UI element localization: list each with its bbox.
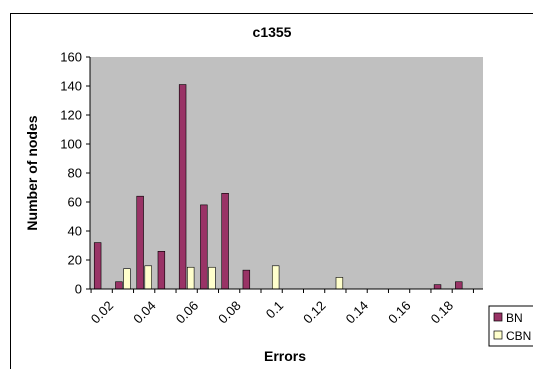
bar-bn-0.08 xyxy=(221,193,229,290)
y-tick-label: 120 xyxy=(60,108,82,123)
legend-label-bn: BN xyxy=(506,311,523,325)
bar-cbn-0.13 xyxy=(335,277,344,290)
x-tick-label: 0.16 xyxy=(385,298,414,327)
bar-cbn-0.07 xyxy=(208,266,216,290)
bar-bn-0.04 xyxy=(136,195,144,290)
y-tick-label: 100 xyxy=(60,137,82,152)
x-tick-label: 0.14 xyxy=(343,298,372,327)
bar-bn-0.06 xyxy=(178,84,187,290)
chart-frame xyxy=(10,13,533,369)
bar-bn-0.09 xyxy=(242,269,251,290)
y-axis-label: Number of nodes xyxy=(24,115,40,230)
y-tick-label: 0 xyxy=(75,282,82,297)
legend: BN CBN xyxy=(488,305,533,347)
x-tick-label: 0.12 xyxy=(300,298,329,327)
bar-bn-0.07 xyxy=(200,204,208,290)
y-tick-label: 60 xyxy=(68,195,82,210)
bar-cbn-0.06 xyxy=(186,266,195,290)
y-ticks: 0 20 40 60 80 100 120 140 160 xyxy=(60,50,90,297)
bars-group xyxy=(93,84,463,290)
y-tick-label: 80 xyxy=(68,166,82,181)
bar-bn-0.05 xyxy=(157,251,166,290)
legend-swatch-cbn xyxy=(493,330,503,340)
x-axis-label: Errors xyxy=(264,348,306,364)
bar-cbn-0.1 xyxy=(271,265,280,290)
x-tick-label: 0.06 xyxy=(173,298,202,327)
bar-cbn-0.04 xyxy=(144,265,152,290)
y-tick-label: 160 xyxy=(60,50,82,65)
plot-area xyxy=(90,57,483,289)
x-tick-label: 0.04 xyxy=(130,298,159,327)
x-tick-label: 0.18 xyxy=(428,298,457,327)
legend-label-cbn: CBN xyxy=(506,329,531,343)
bar-bn-0.02 xyxy=(93,242,102,290)
bar-bn-0.19 xyxy=(455,281,463,290)
x-tick-label: 0.08 xyxy=(215,298,244,327)
x-tick-label: 0.02 xyxy=(88,298,117,327)
bar-bn-0.18 xyxy=(433,284,442,290)
legend-swatch-bn xyxy=(493,312,503,322)
bar-bn-0.03 xyxy=(115,281,123,290)
y-tick-label: 20 xyxy=(68,253,82,268)
bar-cbn-0.03 xyxy=(123,268,131,290)
x-tick-label: 0.1 xyxy=(263,298,286,321)
x-ticks: 0.02 0.04 0.06 0.08 0.1 0.12 0.14 0.16 0.18 xyxy=(88,289,474,326)
y-tick-label: 40 xyxy=(68,224,82,239)
y-tick-label: 140 xyxy=(60,79,82,94)
chart-title: c1355 xyxy=(253,24,292,40)
